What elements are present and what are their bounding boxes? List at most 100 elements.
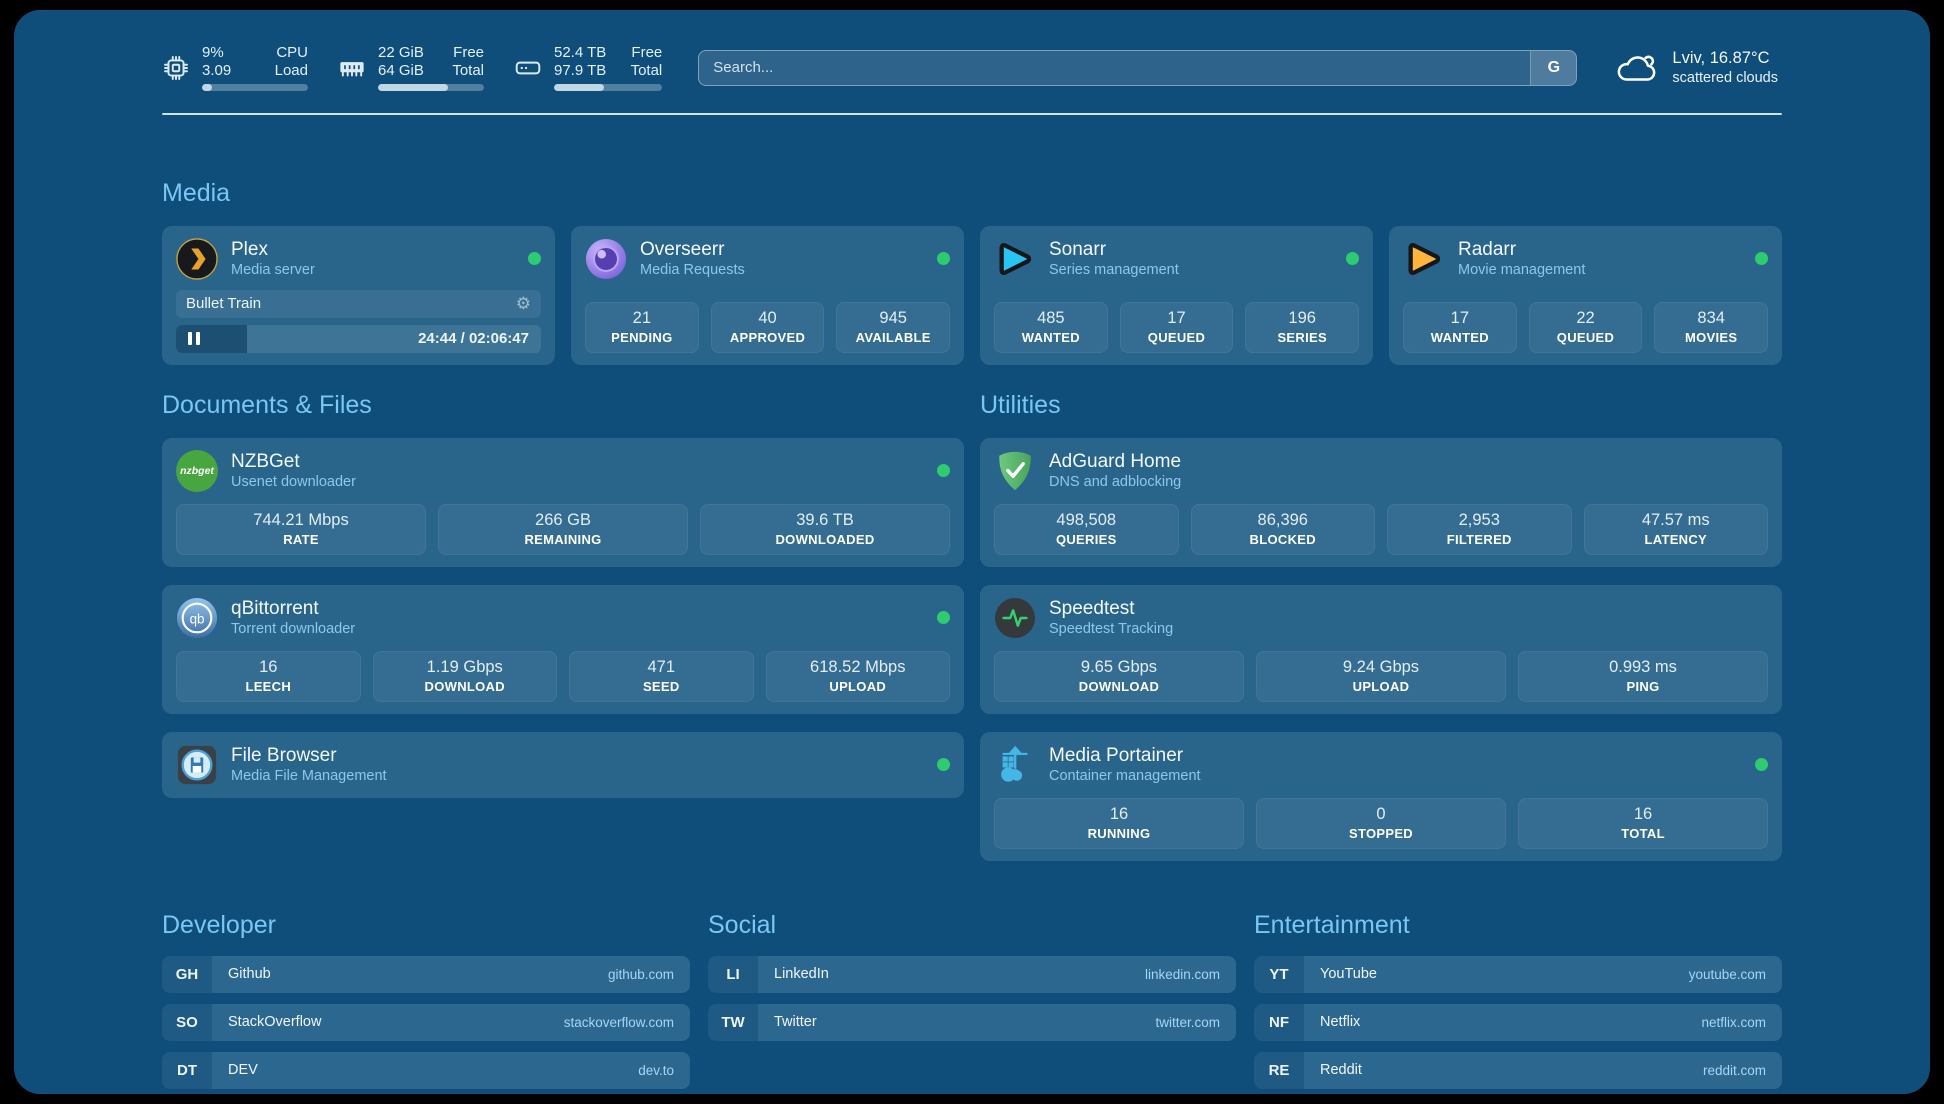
header-divider <box>162 113 1782 115</box>
search-input[interactable] <box>698 49 1578 86</box>
stat-tile: 40 APPROVED <box>710 301 825 353</box>
weather-widget[interactable]: Lviv, 16.87°C scattered clouds <box>1613 45 1782 91</box>
pause-button[interactable] <box>176 332 200 345</box>
app-card[interactable]: File Browser Media File Management <box>162 731 964 798</box>
stat-value: 64 GiB <box>378 61 424 79</box>
bookmark-section-social: Social LI LinkedIn linkedin.com TW Twitt… <box>708 911 1236 1089</box>
app-card[interactable]: Speedtest Speedtest Tracking 9.65 Gbps D… <box>980 584 1782 714</box>
section-title-documents: Documents & Files <box>162 390 372 419</box>
stat-value: 196 <box>1288 308 1316 327</box>
app-card-header: nzbget NZBGet Usenet downloader <box>176 449 950 492</box>
stat-tile: 47.57 ms LATENCY <box>1583 503 1768 555</box>
bookmark-abbr: RE <box>1254 1051 1304 1089</box>
bookmark-list: GH Github github.com SO StackOverflow st… <box>162 955 690 1089</box>
stat-tile: 86,396 BLOCKED <box>1190 503 1375 555</box>
app-card[interactable]: qb qBittorrent Torrent downloader 16 LEE… <box>162 584 964 714</box>
app-card-header: Overseerr Media Requests <box>585 238 950 280</box>
stat-label: DOWNLOAD <box>424 678 505 694</box>
stat-value: 22 GiB <box>378 44 424 61</box>
sonarr-icon <box>994 238 1036 280</box>
bookmark-abbr: NF <box>1254 1003 1304 1041</box>
app-card-header: Speedtest Speedtest Tracking <box>994 597 1768 639</box>
stat-tile: 834 MOVIES <box>1654 301 1769 353</box>
stat-label: WANTED <box>1021 329 1080 345</box>
playback-progress-fill <box>176 324 248 353</box>
bookmark-link[interactable]: LI LinkedIn linkedin.com <box>708 955 1236 993</box>
search-engine-button[interactable]: G <box>1530 50 1577 85</box>
stat-tile: 471 SEED <box>569 650 754 702</box>
stat-value: 471 <box>647 657 676 676</box>
bookmark-name: StackOverflow <box>228 1014 322 1030</box>
stat-value: 21 <box>632 308 652 327</box>
app-card[interactable]: Radarr Movie management 17 WANTED 22 QUE… <box>1389 225 1782 365</box>
app-subtitle: Media server <box>231 262 315 278</box>
stat-value: 9.24 Gbps <box>1342 657 1420 676</box>
app-card[interactable]: AdGuard Home DNS and adblocking 498,508 … <box>980 437 1782 567</box>
app-stats-row: 17 WANTED 22 QUEUED 834 MOVIES <box>1403 290 1769 353</box>
bookmark-url: stackoverflow.com <box>563 1014 674 1030</box>
disk-icon <box>514 54 542 82</box>
usage-progressbar <box>554 84 663 91</box>
stat-tile: 0 STOPPED <box>1256 797 1506 849</box>
stat-value: 0.993 ms <box>1609 657 1677 676</box>
stat-tile: 17 WANTED <box>1403 301 1517 353</box>
stat-tile: 9.24 Gbps UPLOAD <box>1256 650 1506 702</box>
svg-text:qb: qb <box>190 611 205 626</box>
stat-value: 39.6 TB <box>796 510 854 529</box>
stat-label: RATE <box>283 531 319 547</box>
stat-value: 16 <box>259 657 278 676</box>
app-card-header: Media Portainer Container management <box>994 744 1768 786</box>
app-card[interactable]: Sonarr Series management 485 WANTED 17 Q… <box>980 225 1373 365</box>
stat-tile: 1.19 Gbps DOWNLOAD <box>372 650 557 702</box>
app-title: NZBGet <box>231 451 300 472</box>
system-stats: 9% 3.09 CPU Load 22 GiB 64 GiB Free T <box>162 44 663 91</box>
stat-tile: 22 QUEUED <box>1528 301 1643 353</box>
app-card[interactable]: Overseerr Media Requests 21 PENDING 40 A… <box>571 225 964 365</box>
section-title-entertainment: Entertainment <box>1254 910 1410 939</box>
bookmark-link[interactable]: GH Github github.com <box>162 955 690 993</box>
stat-label: PING <box>1626 678 1660 694</box>
stat-value: 86,396 <box>1257 510 1308 529</box>
bookmark-link[interactable]: DT DEV dev.to <box>162 1051 690 1089</box>
bookmark-link[interactable]: TW Twitter twitter.com <box>708 1003 1236 1041</box>
bookmark-name: Twitter <box>774 1014 817 1030</box>
bookmark-link[interactable]: SO StackOverflow stackoverflow.com <box>162 1003 690 1041</box>
app-subtitle: Torrent downloader <box>231 621 356 637</box>
app-card[interactable]: Plex Media server Bullet Train ⚙ 24:44 /… <box>162 225 555 365</box>
stat-value: 47.57 ms <box>1641 510 1710 529</box>
weather-location-temp: Lviv, 16.87°C <box>1672 49 1770 67</box>
app-title: Media Portainer <box>1049 745 1184 766</box>
usage-progressbar <box>378 84 484 91</box>
stat-value: 485 <box>1037 308 1065 327</box>
bookmark-columns: Developer GH Github github.com SO StackO… <box>162 911 1782 1095</box>
bookmark-link[interactable]: RE Reddit reddit.com <box>1254 1051 1782 1089</box>
gear-icon[interactable]: ⚙ <box>515 294 531 313</box>
stat-tile: 9.65 Gbps DOWNLOAD <box>994 650 1244 702</box>
stat-label: QUEUED <box>1556 329 1615 345</box>
now-playing-widget: Bullet Train ⚙ 24:44 / 02:06:47 <box>176 289 541 353</box>
bookmark-link[interactable]: YT YouTube youtube.com <box>1254 955 1782 993</box>
playback-progressbar[interactable]: 24:44 / 02:06:47 <box>176 324 541 353</box>
app-subtitle: Series management <box>1049 262 1179 278</box>
stat-value: 834 <box>1697 308 1725 327</box>
utilities-section: Utilities AdGuard Home DNS and adblockin… <box>980 391 1782 861</box>
stat-label: CPU <box>276 44 308 61</box>
stat-label: AVAILABLE <box>855 329 931 345</box>
middle-columns: Documents & Files nzbget NZBGet Usenet d… <box>162 391 1782 861</box>
app-card[interactable]: Media Portainer Container management 16 … <box>980 731 1782 861</box>
topbar: 9% 3.09 CPU Load 22 GiB 64 GiB Free T <box>162 10 1782 91</box>
bookmark-name: DEV <box>228 1062 258 1078</box>
app-subtitle: Usenet downloader <box>231 474 356 490</box>
stat-label: RUNNING <box>1087 825 1151 841</box>
app-title: Radarr <box>1458 239 1517 260</box>
stat-label: PENDING <box>611 329 673 345</box>
utilities-card-list: AdGuard Home DNS and adblocking 498,508 … <box>980 437 1782 861</box>
app-card[interactable]: nzbget NZBGet Usenet downloader 744.21 M… <box>162 437 964 567</box>
bookmark-abbr: YT <box>1254 955 1304 993</box>
qbittorrent-icon: qb <box>176 597 218 639</box>
bookmark-link[interactable]: NF Netflix netflix.com <box>1254 1003 1782 1041</box>
stat-value: 9.65 Gbps <box>1080 657 1158 676</box>
stat-value: 17 <box>1167 308 1186 327</box>
stat-value: 97.9 TB <box>554 61 607 79</box>
